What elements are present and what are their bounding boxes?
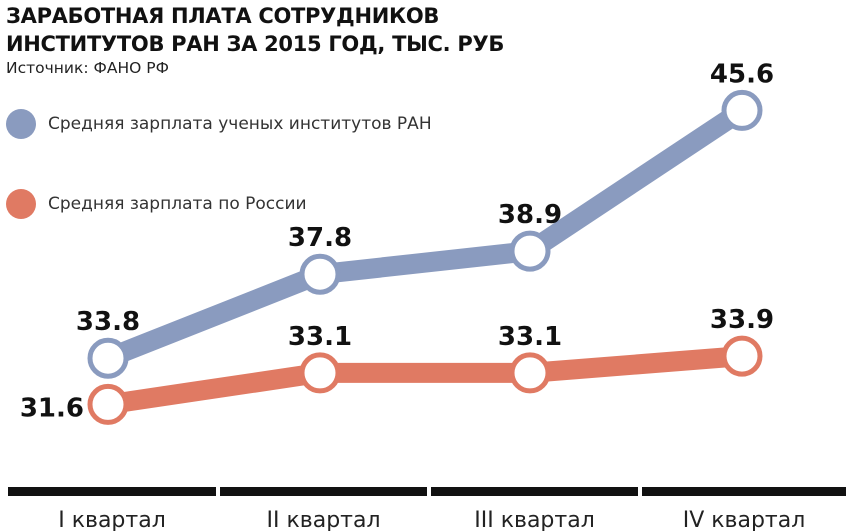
chart-title: ЗАРАБОТНАЯ ПЛАТА СОТРУДНИКОВ ИНСТИТУТОВ … [6, 2, 504, 58]
data-point-ran-4 [721, 89, 763, 131]
data-point-russia-3 [509, 352, 551, 394]
series-line-russia [98, 346, 752, 415]
chart-legend: Средняя зарплата ученых институтов РАН С… [6, 104, 432, 264]
data-label-ran-1: 33.8 [76, 307, 140, 337]
data-label-russia-1: 31.6 [20, 393, 84, 423]
x-tick-label-1: I квартал [58, 508, 166, 531]
data-point-russia-2 [299, 352, 341, 394]
data-point-ran-1 [87, 337, 129, 379]
legend-item-ran: Средняя зарплата ученых институтов РАН [6, 104, 432, 144]
data-point-russia-4 [721, 335, 763, 377]
chart-title-line-1: ЗАРАБОТНАЯ ПЛАТА СОТРУДНИКОВ [6, 4, 440, 28]
data-point-russia-1 [87, 383, 129, 425]
legend-marker-russia [6, 189, 36, 219]
legend-label-ran: Средняя зарплата ученых институтов РАН [48, 114, 432, 134]
x-axis-segment-1 [8, 487, 216, 496]
data-point-ran-3 [509, 230, 551, 272]
series-line-ran [98, 100, 752, 369]
legend-label-russia: Средняя зарплата по России [48, 194, 307, 214]
chart-source: Источник: ФАНО РФ [6, 59, 169, 77]
data-label-ran-2: 37.8 [288, 223, 352, 253]
data-label-russia-4: 33.9 [710, 305, 774, 335]
data-label-ran-3: 38.9 [498, 200, 562, 230]
legend-marker-ran [6, 109, 36, 139]
data-label-russia-3: 33.1 [498, 322, 562, 352]
x-tick-label-2: II квартал [266, 508, 380, 531]
x-axis-segment-4 [642, 487, 846, 496]
x-axis-segment-2 [220, 487, 427, 496]
x-tick-label-4: IV квартал [683, 508, 806, 531]
legend-item-russia: Средняя зарплата по России [6, 184, 432, 224]
chart-title-line-2: ИНСТИТУТОВ РАН ЗА 2015 ГОД, ТЫС. РУБ [6, 32, 505, 56]
data-label-ran-4: 45.6 [710, 59, 774, 89]
data-point-ran-2 [299, 253, 341, 295]
x-axis-segment-3 [431, 487, 638, 496]
data-label-russia-2: 33.1 [288, 322, 352, 352]
x-tick-label-3: III квартал [474, 508, 595, 531]
